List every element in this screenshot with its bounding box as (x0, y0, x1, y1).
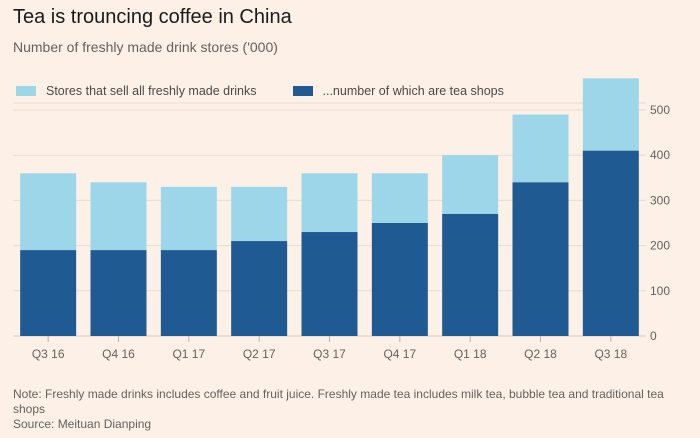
bar-all-stores-Q3-17 (301, 173, 358, 233)
x-tick-label: Q1 17 (172, 347, 205, 361)
note-text: Note: Freshly made drinks includes coffe… (13, 387, 664, 416)
x-tick-label: Q1 18 (454, 347, 487, 361)
bar-tea-shops-Q4-16 (90, 250, 147, 336)
bar-tea-shops-Q1-17 (160, 250, 217, 336)
bar-all-stores-Q3-16 (20, 173, 77, 251)
footnotes: Note: Freshly made drinks includes coffe… (13, 387, 693, 432)
x-tick-label: Q2 18 (524, 347, 557, 361)
bar-all-stores-Q4-17 (371, 173, 428, 223)
source-text: Source: Meituan Dianping (13, 417, 152, 431)
legend-item-tea-shops: ...number of which are tea shops (292, 84, 504, 98)
bar-all-stores-Q4-16 (90, 182, 147, 251)
bar-all-stores-Q2-18 (512, 114, 569, 183)
y-tick-label: 400 (650, 148, 670, 162)
legend-swatch-all-stores (16, 86, 36, 96)
y-tick-label: 100 (650, 284, 670, 298)
chart-subtitle: Number of freshly made drink stores ('00… (13, 39, 278, 55)
legend-item-all-stores: Stores that sell all freshly made drinks (16, 84, 257, 98)
bar-tea-shops-Q3-16 (20, 250, 77, 336)
x-tick-label: Q4 16 (102, 347, 135, 361)
bar-all-stores-Q1-18 (442, 155, 499, 214)
bar-tea-shops-Q2-18 (512, 182, 569, 336)
bar-all-stores-Q2-17 (231, 186, 288, 242)
y-tick-label: 0 (650, 329, 657, 343)
x-tick-label: Q4 17 (383, 347, 416, 361)
x-tick-label: Q3 16 (32, 347, 65, 361)
legend-label-all-stores: Stores that sell all freshly made drinks (46, 84, 257, 98)
x-tick-label: Q2 17 (243, 347, 276, 361)
bar-all-stores-Q3-18 (582, 78, 639, 151)
bar-tea-shops-Q3-18 (582, 150, 639, 336)
bar-tea-shops-Q1-18 (442, 213, 499, 336)
bar-tea-shops-Q3-17 (301, 232, 358, 336)
y-tick-label: 300 (650, 193, 670, 207)
chart-title: Tea is trouncing coffee in China (13, 6, 292, 28)
y-tick-label: 200 (650, 239, 670, 253)
x-tick-label: Q3 17 (313, 347, 346, 361)
bar-tea-shops-Q4-17 (371, 223, 428, 336)
legend-swatch-tea-shops (292, 86, 313, 96)
bar-tea-shops-Q2-17 (231, 241, 288, 336)
bar-all-stores-Q1-17 (160, 186, 217, 251)
x-tick-label: Q3 18 (594, 347, 627, 361)
y-tick-label: 500 (650, 103, 670, 117)
legend-label-tea-shops: ...number of which are tea shops (322, 84, 504, 98)
legend: Stores that sell all freshly made drinks… (16, 84, 504, 98)
